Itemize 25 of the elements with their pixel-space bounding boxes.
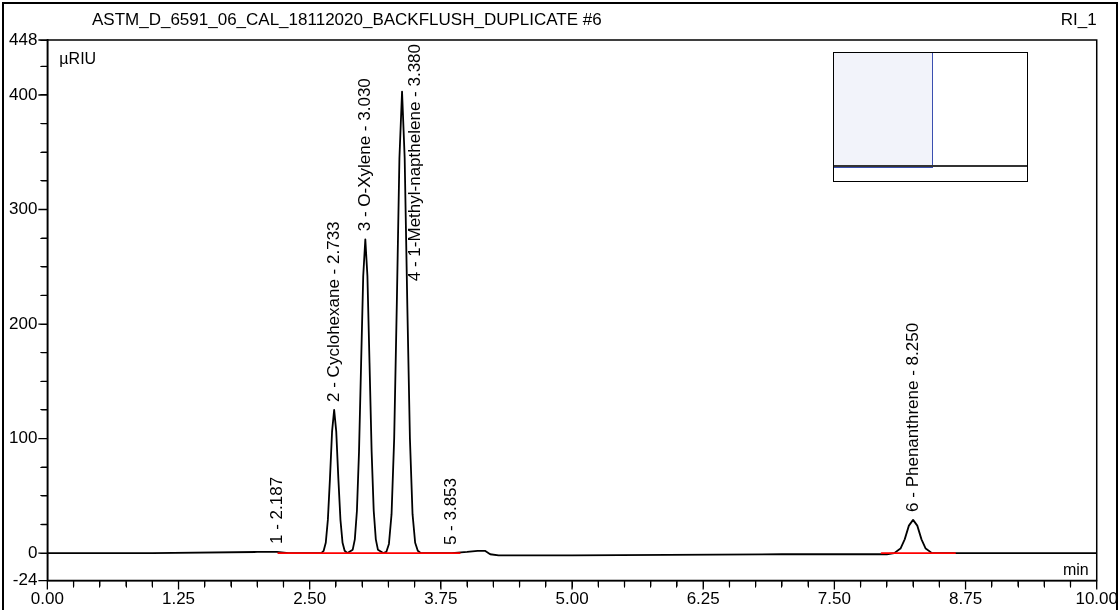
- y-axis-title: µRIU: [59, 50, 97, 68]
- y-tick-label: 200: [8, 313, 38, 333]
- annotation: 2 - Cyclohexane - 2.733: [323, 221, 343, 402]
- chart-title: ASTM_D_6591_06_CAL_18112020_BACKFLUSH_DUPLICATE #6: [92, 10, 602, 29]
- y-tick-label: 0: [27, 542, 38, 562]
- annotation: 1 - 2.187: [266, 476, 286, 544]
- annotation: 4 - 1-Methyl-napthelene - 3.380: [404, 43, 424, 282]
- chart-subtitle: RI_1: [1060, 10, 1097, 29]
- annotation: 5 - 3.853: [441, 478, 461, 546]
- annotation: 6 - Phenanthrene - 8.250: [902, 322, 922, 512]
- x-axis-title: min: [1062, 561, 1089, 579]
- annotation: 3 - O-Xylene - 3.030: [355, 78, 375, 232]
- x-tick-label: 0.00: [30, 589, 64, 609]
- y-tick-label: 100: [8, 428, 38, 448]
- y-tick-label: 300: [8, 199, 38, 219]
- y-tick-label: -24: [12, 570, 38, 590]
- x-tick-label: 2.50: [293, 589, 327, 609]
- x-tick-label: 3.75: [424, 589, 458, 609]
- y-tick-label: 448: [8, 29, 38, 49]
- x-tick-label: 1.25: [161, 589, 196, 609]
- x-tick-label: 5.00: [555, 589, 589, 609]
- x-tick-label: 7.50: [817, 589, 851, 609]
- x-tick-label: 8.75: [949, 589, 983, 609]
- y-tick-label: 400: [8, 84, 38, 104]
- x-tick-label: 6.25: [686, 589, 720, 609]
